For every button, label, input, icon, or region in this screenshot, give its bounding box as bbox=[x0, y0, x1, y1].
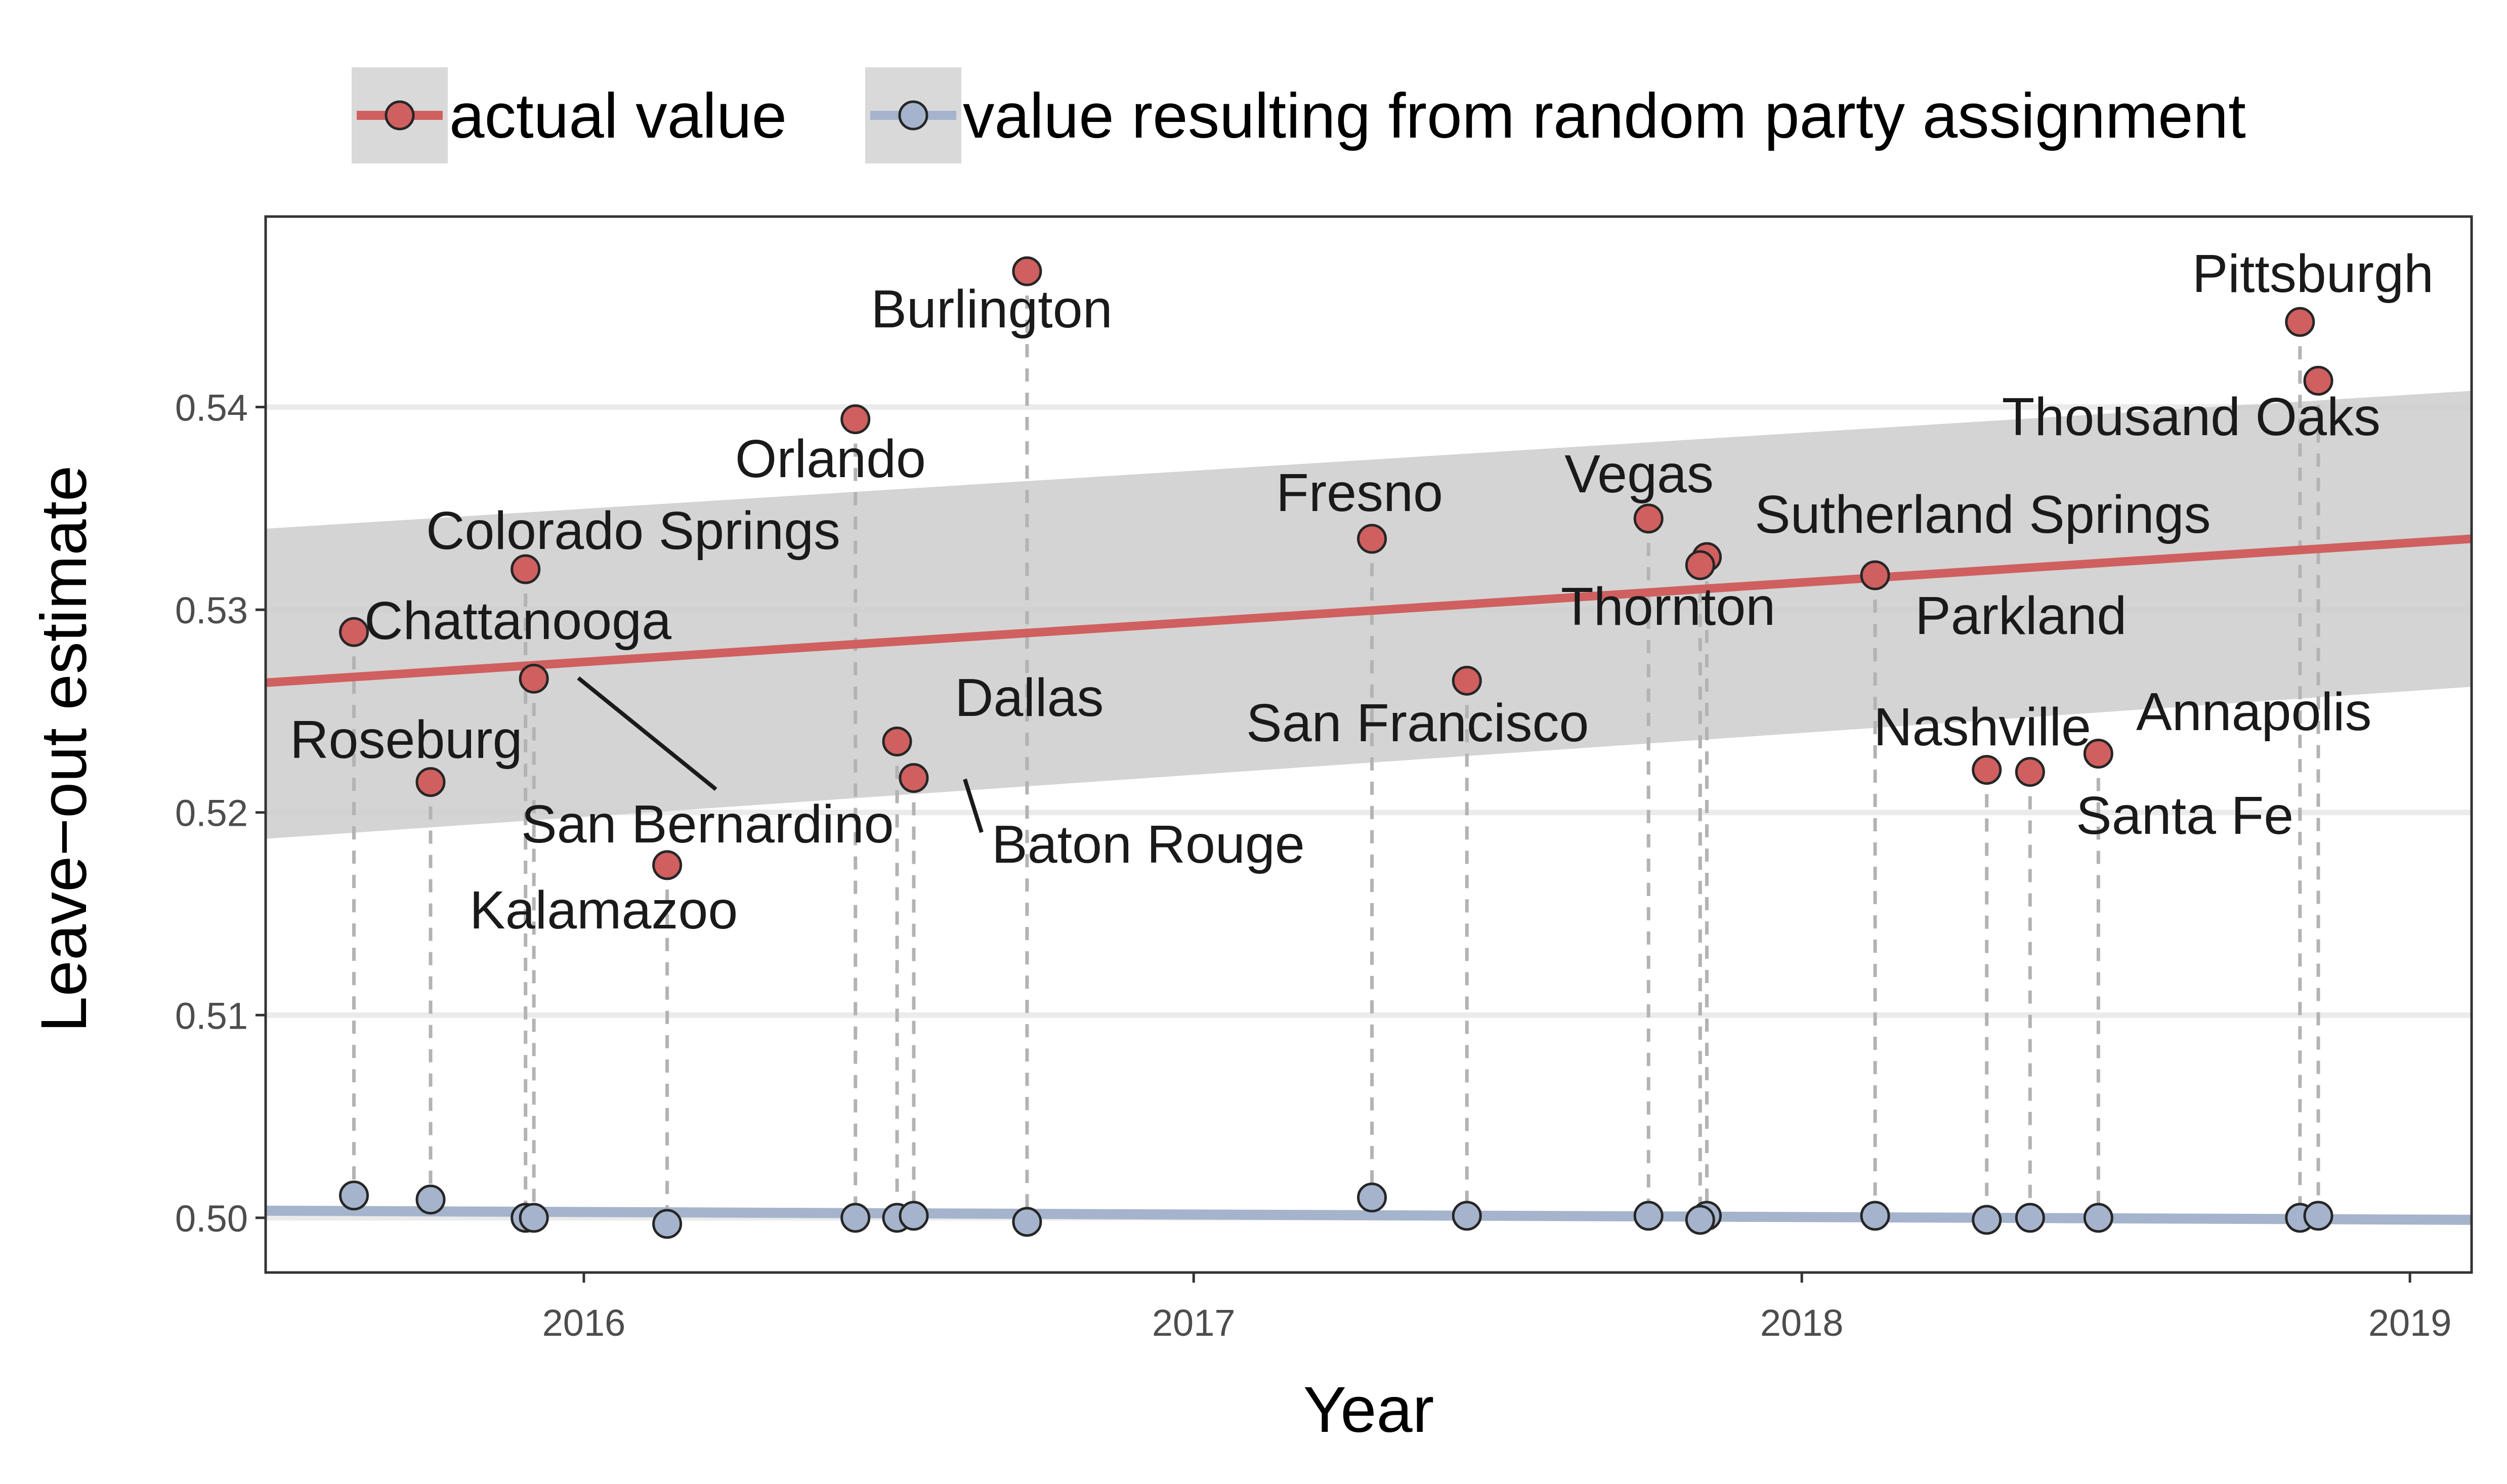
random-point-nashville bbox=[1972, 1205, 2002, 1235]
city-label-thousand-oaks: Thousand Oaks bbox=[2002, 387, 2381, 447]
city-label-kalamazoo: Kalamazoo bbox=[470, 880, 738, 940]
city-label-vegas: Vegas bbox=[1564, 444, 1714, 504]
city-label-parkland: Parkland bbox=[1915, 586, 2127, 646]
leader-baton-rouge bbox=[963, 778, 984, 833]
legend-label-random: value resulting from random party assign… bbox=[963, 81, 2246, 151]
random-point-thousand-oaks bbox=[2303, 1201, 2333, 1231]
city-label-san-bernardino: San Bernardino bbox=[521, 794, 894, 854]
actual-point-annapolis bbox=[2083, 739, 2113, 769]
actual-point-thornton bbox=[1685, 550, 1715, 580]
leader-san-bernardino bbox=[577, 676, 717, 791]
city-label-thornton: Thornton bbox=[1561, 577, 1775, 637]
city-label-annapolis: Annapolis bbox=[2136, 682, 2372, 742]
random-point-orlando bbox=[840, 1203, 871, 1233]
random-point-roseburg bbox=[415, 1184, 446, 1215]
city-label-baton-rouge: Baton Rouge bbox=[992, 815, 1305, 874]
city-label-burlington: Burlington bbox=[871, 279, 1112, 339]
actual-point-chattanooga bbox=[339, 617, 369, 647]
random-point-san-bernardino bbox=[519, 1203, 549, 1233]
x-tick-label: 2016 bbox=[542, 1302, 626, 1344]
city-label-san-francisco: San Francisco bbox=[1246, 693, 1589, 753]
legend: actual value value resulting from random … bbox=[352, 67, 2246, 163]
random-point-parkland bbox=[1860, 1201, 1890, 1231]
x-tick-label: 2018 bbox=[1760, 1302, 1844, 1344]
actual-point-san-bernardino bbox=[519, 663, 549, 694]
city-label-roseburg: Roseburg bbox=[290, 710, 523, 770]
city-label-chattanooga: Chattanooga bbox=[364, 591, 671, 651]
actual-point-pittsburgh bbox=[2285, 307, 2315, 337]
actual-point-san-francisco bbox=[1452, 665, 1482, 696]
city-label-dallas: Dallas bbox=[955, 668, 1104, 728]
y-tick-label: 0.53 bbox=[175, 589, 248, 631]
legend-label-actual: actual value bbox=[449, 81, 787, 151]
city-label-sutherland-springs: Sutherland Springs bbox=[1755, 485, 2211, 544]
panel-border bbox=[264, 215, 2473, 1274]
x-tick-label: 2019 bbox=[2368, 1302, 2452, 1344]
random-point-chattanooga bbox=[339, 1180, 369, 1211]
city-label-pittsburgh: Pittsburgh bbox=[2192, 244, 2434, 304]
random-assignment-key-point bbox=[898, 100, 928, 131]
actual-point-vegas bbox=[1633, 503, 1664, 534]
y-tick-label: 0.54 bbox=[175, 387, 248, 429]
actual-point-colorado-springs bbox=[511, 554, 541, 584]
random-point-san-francisco bbox=[1452, 1201, 1482, 1231]
random-point-santa-fe bbox=[2015, 1203, 2045, 1233]
city-label-orlando: Orlando bbox=[735, 429, 926, 489]
city-label-fresno: Fresno bbox=[1276, 463, 1443, 523]
random-point-thornton bbox=[1685, 1205, 1715, 1235]
city-label-nashville: Nashville bbox=[1874, 697, 2091, 757]
actual-point-dallas bbox=[882, 726, 912, 756]
random-point-burlington bbox=[1012, 1207, 1042, 1237]
actual-point-orlando bbox=[840, 404, 871, 435]
city-label-colorado-springs: Colorado Springs bbox=[426, 501, 840, 561]
random-point-fresno bbox=[1357, 1182, 1387, 1213]
actual-point-roseburg bbox=[415, 767, 446, 797]
x-axis-title: Year bbox=[1303, 1374, 1434, 1446]
actual-point-kalamazoo bbox=[652, 850, 683, 880]
random-point-baton-rouge bbox=[899, 1201, 929, 1231]
actual-trend-line bbox=[265, 534, 2472, 687]
plot-area: Chattanooga Roseburg Colorado Springs San B… bbox=[175, 215, 2473, 1344]
city-label-santa-fe: Santa Fe bbox=[2076, 786, 2293, 845]
x-tick-label: 2017 bbox=[1152, 1302, 1236, 1344]
actual-point-parkland bbox=[1860, 560, 1890, 590]
y-axis-title: Leave−out estimate bbox=[28, 465, 100, 1033]
actual-point-burlington bbox=[1012, 256, 1042, 286]
actual-point-nashville bbox=[1972, 755, 2002, 785]
random-point-kalamazoo bbox=[652, 1209, 683, 1239]
random-point-annapolis bbox=[2083, 1203, 2113, 1233]
actual-value-key-point bbox=[385, 100, 415, 131]
y-tick-label: 0.50 bbox=[175, 1198, 248, 1240]
random-point-vegas bbox=[1633, 1201, 1664, 1231]
actual-point-santa-fe bbox=[2015, 757, 2045, 787]
actual-point-thousand-oaks bbox=[2303, 365, 2333, 396]
actual-point-baton-rouge bbox=[899, 763, 929, 793]
actual-point-fresno bbox=[1357, 524, 1387, 554]
y-tick-label: 0.51 bbox=[175, 995, 248, 1037]
y-tick-label: 0.52 bbox=[175, 792, 248, 834]
